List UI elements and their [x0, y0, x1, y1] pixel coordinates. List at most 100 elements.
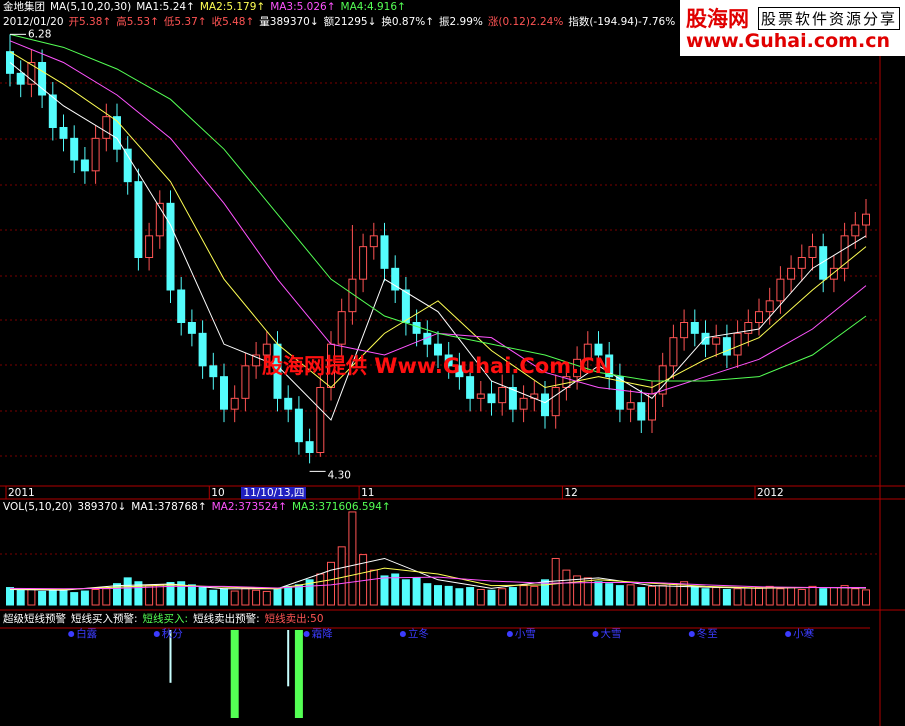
event-label: 冬至	[697, 627, 718, 640]
candle-body	[123, 148, 132, 183]
candle-body	[252, 354, 261, 367]
candle-body	[498, 387, 507, 404]
volume-bar	[434, 585, 442, 606]
volume-bar	[423, 583, 432, 606]
volume-bar	[583, 577, 592, 606]
volume-bar	[59, 589, 68, 606]
signal-bar	[294, 630, 303, 718]
candle-body	[391, 267, 400, 291]
volume-bar	[294, 584, 303, 606]
candle-body	[59, 127, 68, 139]
volume-bar	[562, 569, 571, 606]
volume-bar	[113, 583, 121, 606]
volume-bar	[316, 573, 325, 606]
candle-body	[434, 343, 442, 356]
signal-bar	[230, 630, 239, 718]
volume-bar	[252, 589, 261, 606]
candle-body	[626, 402, 635, 410]
candle-body	[16, 72, 25, 85]
candle-body	[134, 181, 143, 259]
event-dot	[303, 631, 310, 637]
event-label: 小寒	[793, 627, 814, 640]
candle-body	[755, 311, 763, 323]
volume-bar	[658, 585, 667, 606]
candle-body	[262, 343, 271, 356]
cursor-date: 11/10/13,四	[241, 487, 307, 499]
event-label: 白露	[76, 627, 97, 640]
candle-body	[787, 267, 796, 280]
volume-bar	[862, 589, 870, 606]
candle-body	[27, 62, 36, 85]
candle-body	[712, 337, 721, 345]
header-item: 短线买入:	[142, 613, 189, 625]
volume-bar	[230, 590, 239, 606]
volume-bar	[198, 587, 207, 606]
candle-body	[829, 267, 838, 280]
volume-bar	[466, 587, 475, 606]
volume-bar	[637, 587, 646, 606]
candle-body	[102, 116, 111, 139]
volume-bar	[327, 561, 335, 606]
header-item: 低5.37↑	[163, 16, 207, 28]
header-item: MA3:5.026↑	[270, 1, 336, 13]
candle-body	[230, 397, 239, 410]
candle-body	[155, 202, 164, 237]
header-item: 指数(-194.94)-7.76%	[568, 16, 676, 28]
volume-bar	[690, 585, 699, 606]
volume-bar	[166, 582, 175, 606]
ma-line	[9, 576, 866, 590]
volume-bar	[38, 590, 47, 606]
volume-bar	[840, 585, 849, 606]
volume-bar	[337, 546, 346, 606]
volume-bar	[851, 588, 860, 606]
volume-bar	[712, 587, 721, 606]
candle-body	[851, 224, 860, 237]
ma-line	[9, 51, 867, 389]
volume-bar	[262, 590, 271, 606]
header-item: 短线买入预警:	[71, 613, 138, 625]
candle-body	[797, 257, 806, 269]
volume-bar	[776, 588, 785, 606]
candle-body	[284, 397, 293, 410]
candle-body	[348, 278, 357, 313]
event-dot	[68, 631, 75, 637]
event-label: 霜降	[312, 627, 333, 640]
volume-bar	[508, 587, 517, 606]
ma-line	[9, 62, 867, 421]
volume-bar	[701, 588, 710, 606]
candle-body	[412, 322, 421, 334]
x-tick-label: 2011	[8, 487, 35, 499]
volume-bar	[733, 588, 742, 606]
event-dot	[399, 631, 406, 637]
volume-bar	[648, 585, 656, 606]
header-item: 开5.38↑	[68, 16, 112, 28]
signal-bar	[287, 630, 290, 687]
header-item: VOL(5,10,20)	[3, 501, 73, 513]
candle-body	[487, 393, 496, 404]
volume-bar	[187, 584, 196, 606]
candle-body	[680, 322, 689, 339]
header-item: 超级短线预警	[3, 613, 66, 625]
volume-bar	[455, 588, 464, 606]
header-item: MA4:4.916↑	[340, 1, 406, 13]
volume-bar	[819, 588, 828, 606]
candle-body	[70, 137, 79, 161]
signal-bar	[169, 630, 172, 683]
volume-bar	[594, 581, 603, 606]
x-tick-label: 11	[361, 487, 374, 499]
volume-bar	[284, 585, 293, 606]
header-item: MA1:5.24↑	[136, 1, 195, 13]
candle-body	[701, 332, 710, 345]
candle-body	[573, 358, 582, 378]
candle-body	[722, 337, 731, 356]
header-line: 2012/01/20 开5.38↑ 高5.53↑ 低5.37↑ 收5.48↑ 量38937…	[3, 16, 675, 29]
candle-body	[733, 332, 742, 356]
volume-bar	[220, 588, 228, 606]
ma-line	[9, 557, 867, 591]
candle-body	[594, 343, 603, 356]
ma-line	[9, 567, 866, 590]
volume-bar	[380, 575, 389, 606]
candle-body	[187, 322, 196, 334]
